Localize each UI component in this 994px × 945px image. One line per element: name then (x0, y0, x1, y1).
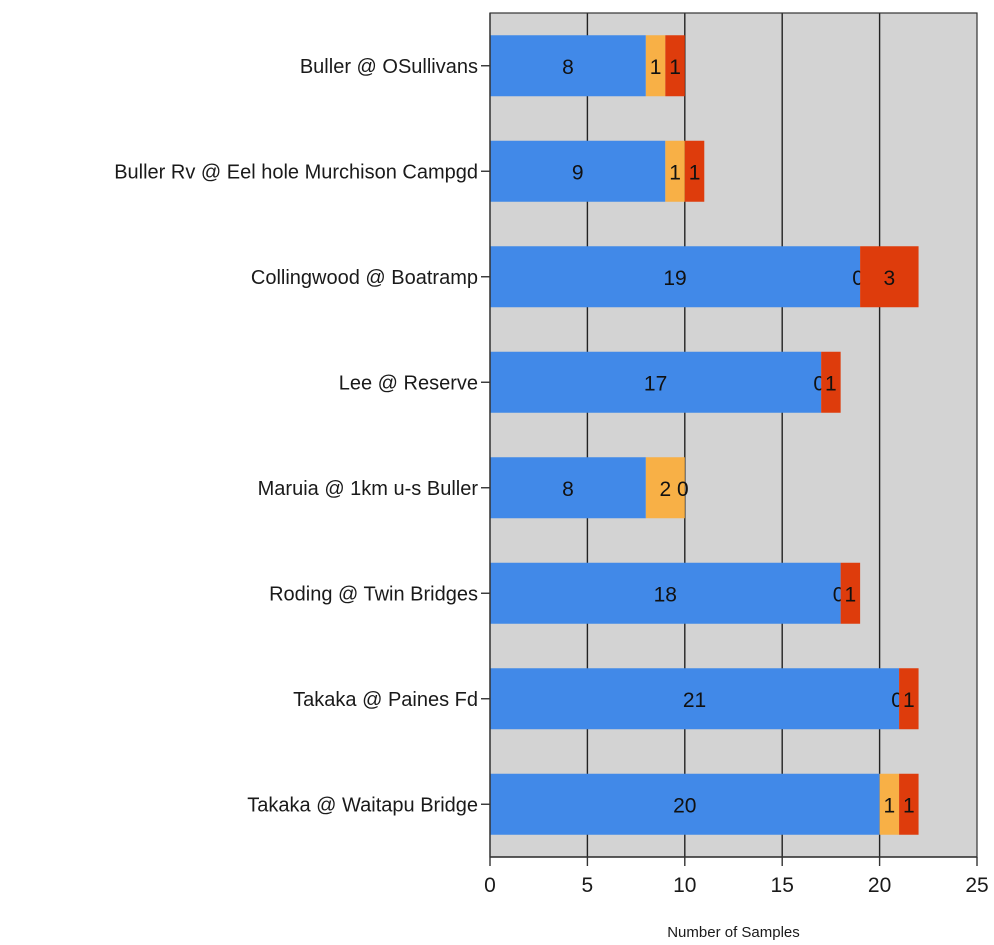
bar-segment (490, 457, 646, 519)
bar-segment (490, 140, 666, 202)
bar-segment (490, 773, 880, 835)
x-tick-label: 15 (771, 874, 794, 897)
data-label: 2 (659, 478, 671, 501)
data-label: 9 (572, 161, 584, 184)
data-label: 3 (883, 267, 895, 290)
category-label: Roding @ Twin Bridges (269, 583, 478, 605)
data-label: 1 (669, 56, 681, 79)
data-label: 1 (883, 794, 895, 817)
data-label: 21 (683, 689, 706, 712)
x-tick-label: 5 (582, 874, 594, 897)
data-label: 19 (663, 267, 686, 290)
bar-segment (490, 246, 861, 308)
x-tick-label: 10 (673, 874, 696, 897)
bar-segment (821, 351, 841, 413)
bar-segment (490, 35, 646, 97)
category-label: Takaka @ Paines Fd (293, 689, 478, 711)
bar-segment (879, 773, 900, 835)
plot-background (490, 13, 977, 857)
bar-segment (645, 457, 685, 519)
bar-segment (490, 562, 841, 624)
bar-segment (665, 140, 685, 202)
data-label: 17 (644, 372, 667, 395)
data-label: 20 (673, 794, 696, 817)
category-label: Buller Rv @ Eel hole Murchison Campgd (114, 161, 478, 183)
data-label: 1 (689, 161, 701, 184)
x-axis-title: Number of Samples (667, 924, 800, 941)
data-label: 1 (825, 372, 837, 395)
bar-segment (645, 35, 666, 97)
bar-segment (860, 246, 919, 308)
category-label: Lee @ Reserve (339, 372, 478, 394)
data-label: 0 (891, 689, 903, 712)
category-label: Collingwood @ Boatramp (251, 267, 478, 289)
category-label: Maruia @ 1km u-s Buller (258, 478, 479, 500)
data-label: 1 (650, 56, 662, 79)
data-label: 0 (813, 372, 825, 395)
bars: 8 1 19 1 119 0 317 0 18 2 018 0 121 0 120 1 1 (490, 35, 919, 835)
data-label: 18 (654, 583, 677, 606)
bar-segment (899, 773, 919, 835)
bar-segment (490, 351, 822, 413)
axes: Buller @ OSullivans Buller Rv @ Eel hole … (114, 13, 989, 897)
bar-segment (665, 35, 685, 97)
x-tick-label: 20 (868, 874, 891, 897)
bar-segment (840, 562, 861, 624)
data-label: 1 (903, 689, 915, 712)
category-label: Takaka @ Waitapu Bridge (247, 794, 478, 816)
x-tick-label: 25 (965, 874, 988, 897)
data-label: 0 (677, 478, 689, 501)
bar-segment (899, 668, 919, 730)
data-label: 1 (669, 161, 681, 184)
data-label: 8 (562, 478, 574, 501)
data-label: 1 (903, 794, 915, 817)
data-label: 0 (852, 267, 864, 290)
bar-segment (684, 140, 705, 202)
bar-segment (490, 668, 900, 730)
data-label: 8 (562, 56, 574, 79)
data-label: 0 (833, 583, 845, 606)
data-label: 1 (845, 583, 857, 606)
x-tick-label: 0 (484, 874, 496, 897)
category-label: Buller @ OSullivans (300, 56, 478, 78)
